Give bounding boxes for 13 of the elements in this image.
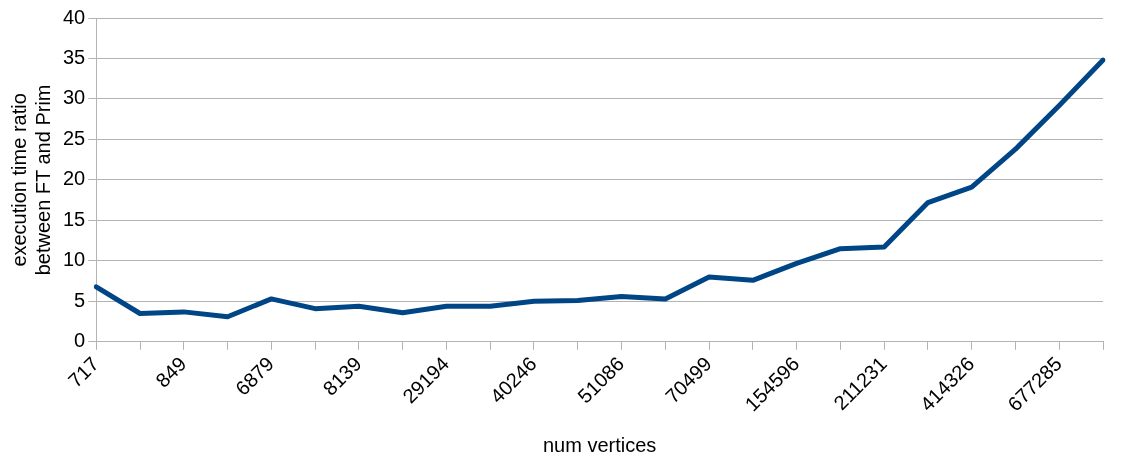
- y-tick-label: 20: [63, 167, 86, 190]
- x-axis-title: num vertices: [542, 433, 657, 456]
- y-tick-label: 5: [74, 288, 86, 311]
- y-tick-label: 10: [63, 248, 86, 271]
- y-tick-label: 15: [63, 207, 86, 230]
- y-tick-label: 35: [63, 46, 86, 68]
- y-tick-label: 30: [63, 86, 86, 109]
- x-tick-label: 717: [63, 352, 103, 392]
- x-tick-label: 849: [151, 352, 191, 392]
- y-axis-title: execution time ratio between FT and Prim: [7, 84, 54, 276]
- y-tick-label: 25: [63, 126, 86, 149]
- y-tick-label: 40: [63, 5, 86, 28]
- y-tick-label: 0: [74, 329, 86, 352]
